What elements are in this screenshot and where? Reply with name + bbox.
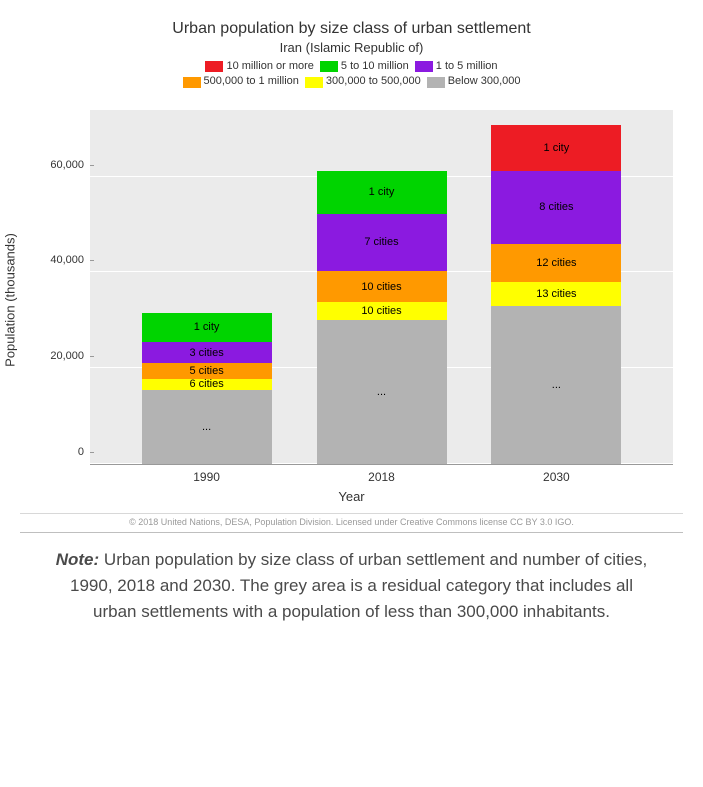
note-label: Note:	[56, 550, 99, 569]
bar-segment: 7 cities	[317, 214, 447, 271]
legend-swatch	[415, 61, 433, 72]
bar-segment-label: 8 cities	[539, 201, 573, 213]
bar-segment: 10 cities	[317, 271, 447, 302]
legend-label: 300,000 to 500,000	[326, 74, 421, 89]
bar-segment-label: 1 city	[194, 321, 220, 333]
note-block: Note: Urban population by size class of …	[0, 533, 703, 650]
legend-swatch	[305, 77, 323, 88]
x-axis-label: Year	[338, 489, 364, 504]
legend-swatch	[320, 61, 338, 72]
bar-segment-label: ...	[202, 421, 211, 433]
plot-inner: 020,00040,00060,0001990...6 cities5 citi…	[90, 110, 673, 465]
bar-group: ... 6 cities5 cities 3 cities 1 city	[142, 110, 272, 464]
bar-segment-label: 13 cities	[536, 288, 576, 300]
legend-label: 5 to 10 million	[341, 59, 409, 74]
legend-label: 500,000 to 1 million	[204, 74, 299, 89]
legend-swatch	[183, 77, 201, 88]
bar-group: ... 13 cities 12 cities 8 cities 1 city	[491, 110, 621, 464]
chart-subtitle: Iran (Islamic Republic of)	[20, 40, 683, 55]
bar-segment-label: 10 cities	[361, 281, 401, 293]
x-tick-label: 2018	[368, 464, 395, 484]
bar-segment-label: 12 cities	[536, 257, 576, 269]
bar-segment: 10 cities	[317, 302, 447, 320]
bar-segment-label: 3 cities	[189, 347, 223, 359]
x-tick-label: 2030	[543, 464, 570, 484]
legend-item: 300,000 to 500,000	[305, 74, 421, 89]
bar-segment: ...	[317, 320, 447, 464]
bar-segment-label: 6 cities	[189, 378, 223, 390]
bar-segment-label: 7 cities	[364, 236, 398, 248]
bar-segment-label: ...	[377, 386, 386, 398]
bar-segment: ...	[491, 306, 621, 464]
chart-title: Urban population by size class of urban …	[20, 20, 683, 38]
y-tick-label: 20,000	[50, 350, 90, 362]
bar-segment: 1 city	[317, 171, 447, 214]
bar-group: ... 10 cities 10 cities 7 cities 1 city	[317, 110, 447, 464]
legend-label: 1 to 5 million	[436, 59, 498, 74]
y-tick-mark	[90, 452, 94, 453]
bar-segment: 8 cities	[491, 171, 621, 244]
chart-legend: 10 million or more 5 to 10 million 1 to 5 …	[20, 59, 683, 90]
note-text: Urban population by size class of urban …	[70, 550, 647, 622]
bar-segment-label: 5 cities	[189, 365, 223, 377]
bar-segment: 3 cities	[142, 342, 272, 364]
y-tick-mark	[90, 356, 94, 357]
legend-item: 500,000 to 1 million	[183, 74, 299, 89]
y-tick-label: 40,000	[50, 254, 90, 266]
bar-segment: 6 cities	[142, 379, 272, 390]
legend-label: Below 300,000	[448, 74, 521, 89]
legend-item: 5 to 10 million	[320, 59, 409, 74]
legend-label: 10 million or more	[226, 59, 313, 74]
y-tick-label: 0	[78, 446, 90, 458]
bar-segment-label: 10 cities	[361, 305, 401, 317]
bar-segment: 1 city	[491, 125, 621, 170]
y-tick-label: 60,000	[50, 159, 90, 171]
credits-text: © 2018 United Nations, DESA, Population …	[0, 514, 703, 530]
bar-segment: 5 cities	[142, 363, 272, 378]
bar-segment: 12 cities	[491, 244, 621, 282]
legend-item: 1 to 5 million	[415, 59, 498, 74]
bar-segment: ...	[142, 390, 272, 464]
plot-area: Population (thousands) 020,00040,00060,0…	[20, 100, 683, 500]
chart-container: Urban population by size class of urban …	[0, 0, 703, 505]
bar-segment: 13 cities	[491, 282, 621, 306]
y-axis-label: Population (thousands)	[3, 233, 18, 367]
bar-segment: 1 city	[142, 313, 272, 342]
y-tick-mark	[90, 165, 94, 166]
legend-swatch	[205, 61, 223, 72]
bar-segment-label: 1 city	[369, 186, 395, 198]
y-tick-mark	[90, 260, 94, 261]
x-tick-label: 1990	[193, 464, 220, 484]
bar-segment-label: ...	[552, 379, 561, 391]
legend-item: Below 300,000	[427, 74, 521, 89]
legend-item: 10 million or more	[205, 59, 313, 74]
bar-segment-label: 1 city	[544, 142, 570, 154]
legend-swatch	[427, 77, 445, 88]
